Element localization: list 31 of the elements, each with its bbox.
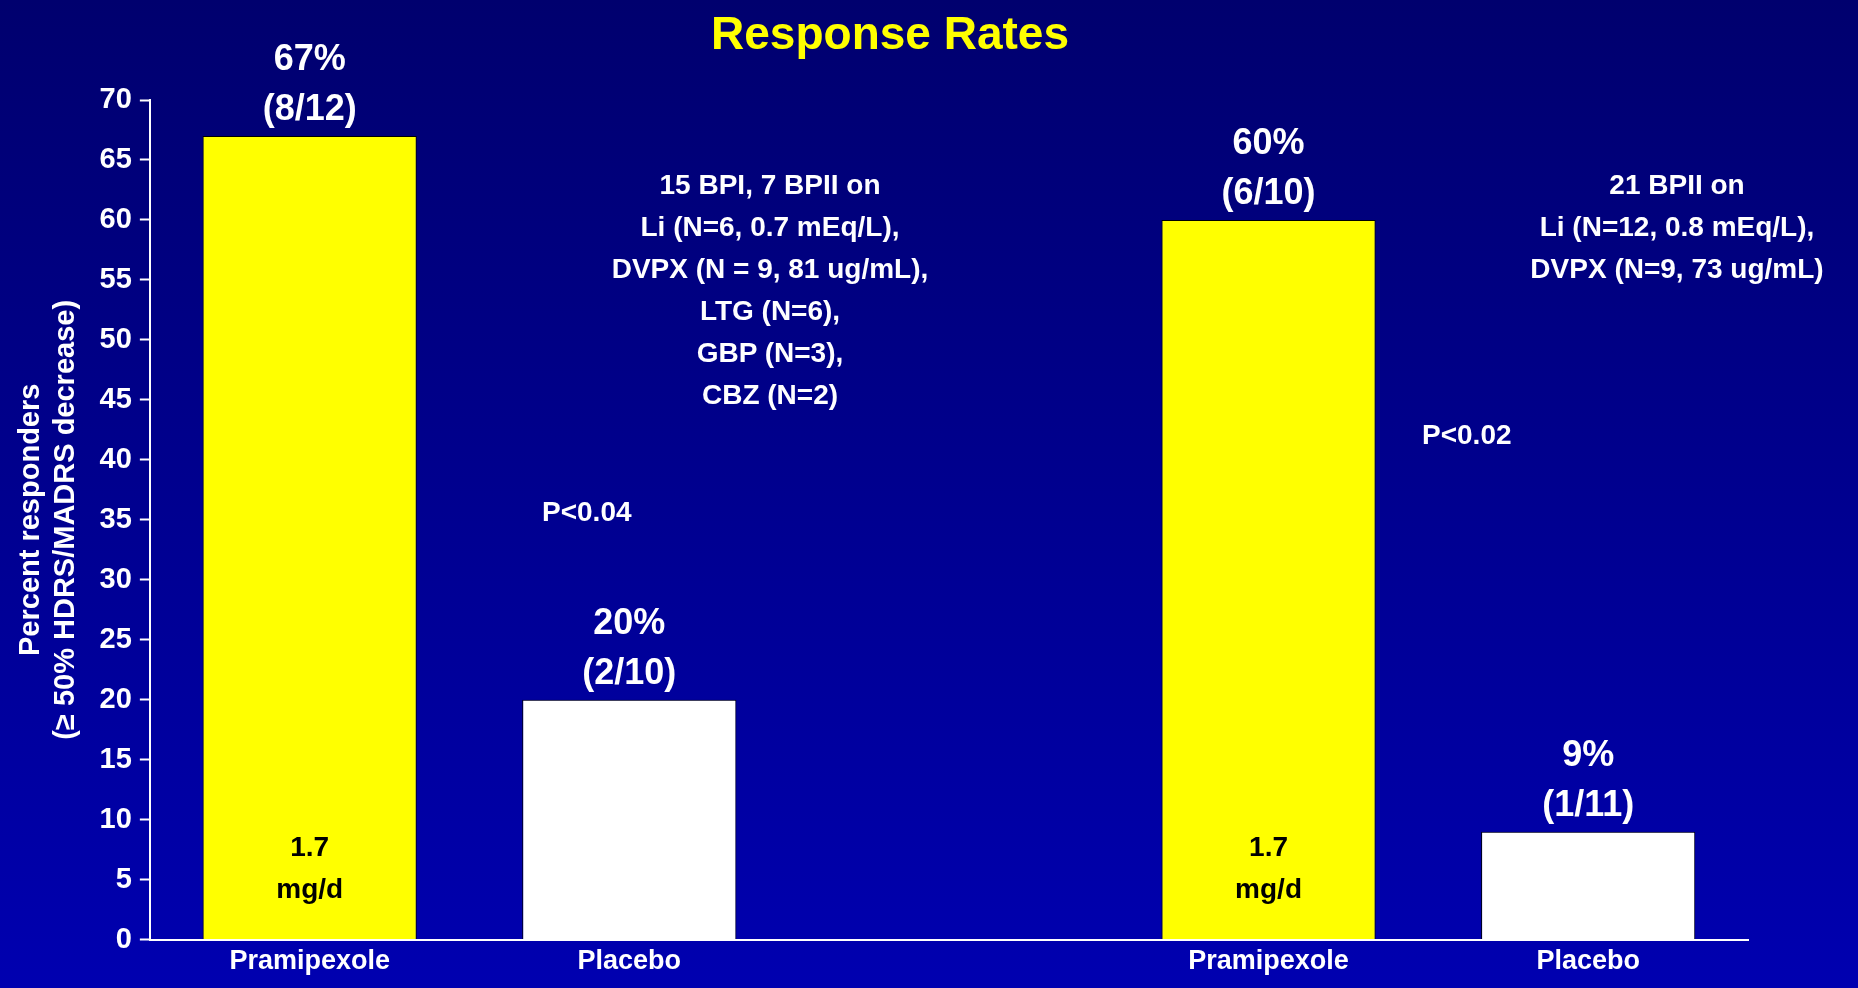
data-label: 60% (6/10) [1221, 120, 1316, 212]
data-label: 20% (2/10) [582, 600, 677, 692]
y-tick-label: 50 [99, 321, 132, 354]
annotation: P<0.02 [1422, 418, 1512, 450]
y-tick-label: 30 [99, 561, 132, 594]
y-tick-label: 55 [99, 261, 132, 294]
y-tick-label: 60 [99, 201, 132, 234]
annotation: P<0.04 [542, 495, 632, 527]
x-tick-label: Placebo [1536, 945, 1640, 976]
x-tick-label: Pramipexole [229, 945, 390, 976]
y-axis-title: Percent responders (≥ 50% HDRS/MADRS decrease) [13, 299, 81, 740]
annotation: 21 BPII on Li (N=12, 0.8 mEq/L), DVPX (N=9, 73 ug/mL) [1530, 168, 1824, 284]
chart-title: Response Rates [711, 6, 1069, 59]
y-tick-label: 15 [99, 741, 132, 774]
y-tick-label: 65 [99, 141, 132, 174]
y-tick-label: 10 [99, 801, 132, 834]
y-tick-label: 70 [99, 82, 132, 114]
annotation: 1.7 mg/d [276, 830, 344, 904]
data-label: 67% (8/12) [262, 36, 357, 128]
annotation: 15 BPI, 7 BPII on Li (N=6, 0.7 mEq/L), DVPX (N = 9, 81 ug/mL), LTG (N=6), GBP (N=3), CBZ (N=2) [611, 168, 929, 410]
data-label: 9% (1/11) [1542, 732, 1635, 824]
x-tick-label: Placebo [577, 945, 682, 976]
x-tick-label: Pramipexole [1188, 945, 1349, 976]
y-tick-label: 20 [99, 681, 132, 714]
y-tick-label: 25 [99, 621, 132, 654]
annotation: 1.7 mg/d [1235, 830, 1302, 904]
y-tick-label: 40 [99, 441, 132, 474]
y-tick-label: 5 [115, 861, 132, 894]
y-tick-label: 0 [115, 921, 132, 954]
y-tick-label: 45 [99, 381, 132, 414]
y-tick-label: 35 [99, 501, 132, 534]
